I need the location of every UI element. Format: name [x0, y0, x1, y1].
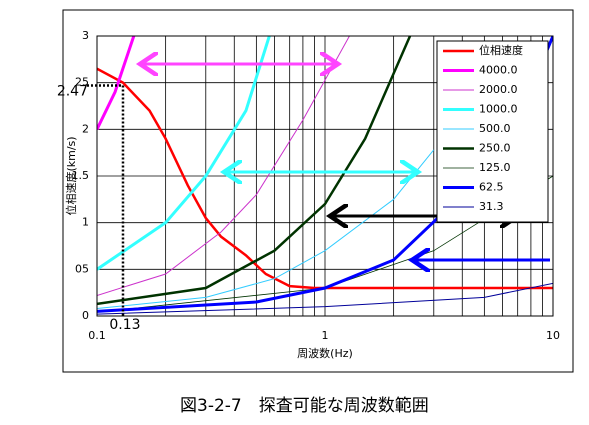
series-line [97, 282, 553, 315]
series-line [97, 36, 271, 271]
legend-label: 4000.0 [479, 64, 518, 77]
y-tick-label: 0 [82, 309, 89, 322]
y-tick-label: 2 [82, 122, 89, 135]
annotation-label: 0.13 [109, 317, 140, 333]
y-axis-label: 位相速度(km/s) [64, 136, 78, 215]
series-line [97, 36, 136, 130]
legend-label: 31.3 [479, 200, 504, 213]
legend-label: 250.0 [479, 142, 511, 155]
caption: 図3-2-7 探査可能な周波数範囲 [180, 396, 429, 416]
series-line [97, 36, 412, 306]
y-tick-label: 25 [75, 76, 89, 89]
legend-label: 500.0 [479, 122, 511, 135]
x-tick-label: 0.1 [88, 329, 106, 342]
legend: 位相速度 4000.0 2000.0 1000.0 500.0 250.0 125.0 62.… [436, 40, 549, 223]
legend-label: 62.5 [479, 181, 504, 194]
y-tick-label: 3 [82, 29, 89, 42]
series-line [97, 67, 553, 290]
y-tick-label: 1 [82, 216, 89, 229]
legend-label: 125.0 [479, 161, 511, 174]
x-tick-label: 10 [546, 329, 560, 342]
series-line [97, 36, 350, 296]
x-axis-label: 周波数(Hz) [297, 347, 353, 360]
legend-label: 1000.0 [479, 103, 518, 116]
legend-label: 2000.0 [479, 83, 518, 96]
legend-label: 位相速度 [479, 43, 523, 57]
plot-border [96, 35, 554, 317]
frame [62, 9, 574, 373]
x-tick-label: 1 [322, 329, 329, 342]
y-tick-label: 05 [75, 262, 89, 275]
annotation-label: 2.47 [57, 83, 88, 99]
y-tick-label: 1.5 [72, 169, 90, 182]
series-line [97, 149, 435, 310]
